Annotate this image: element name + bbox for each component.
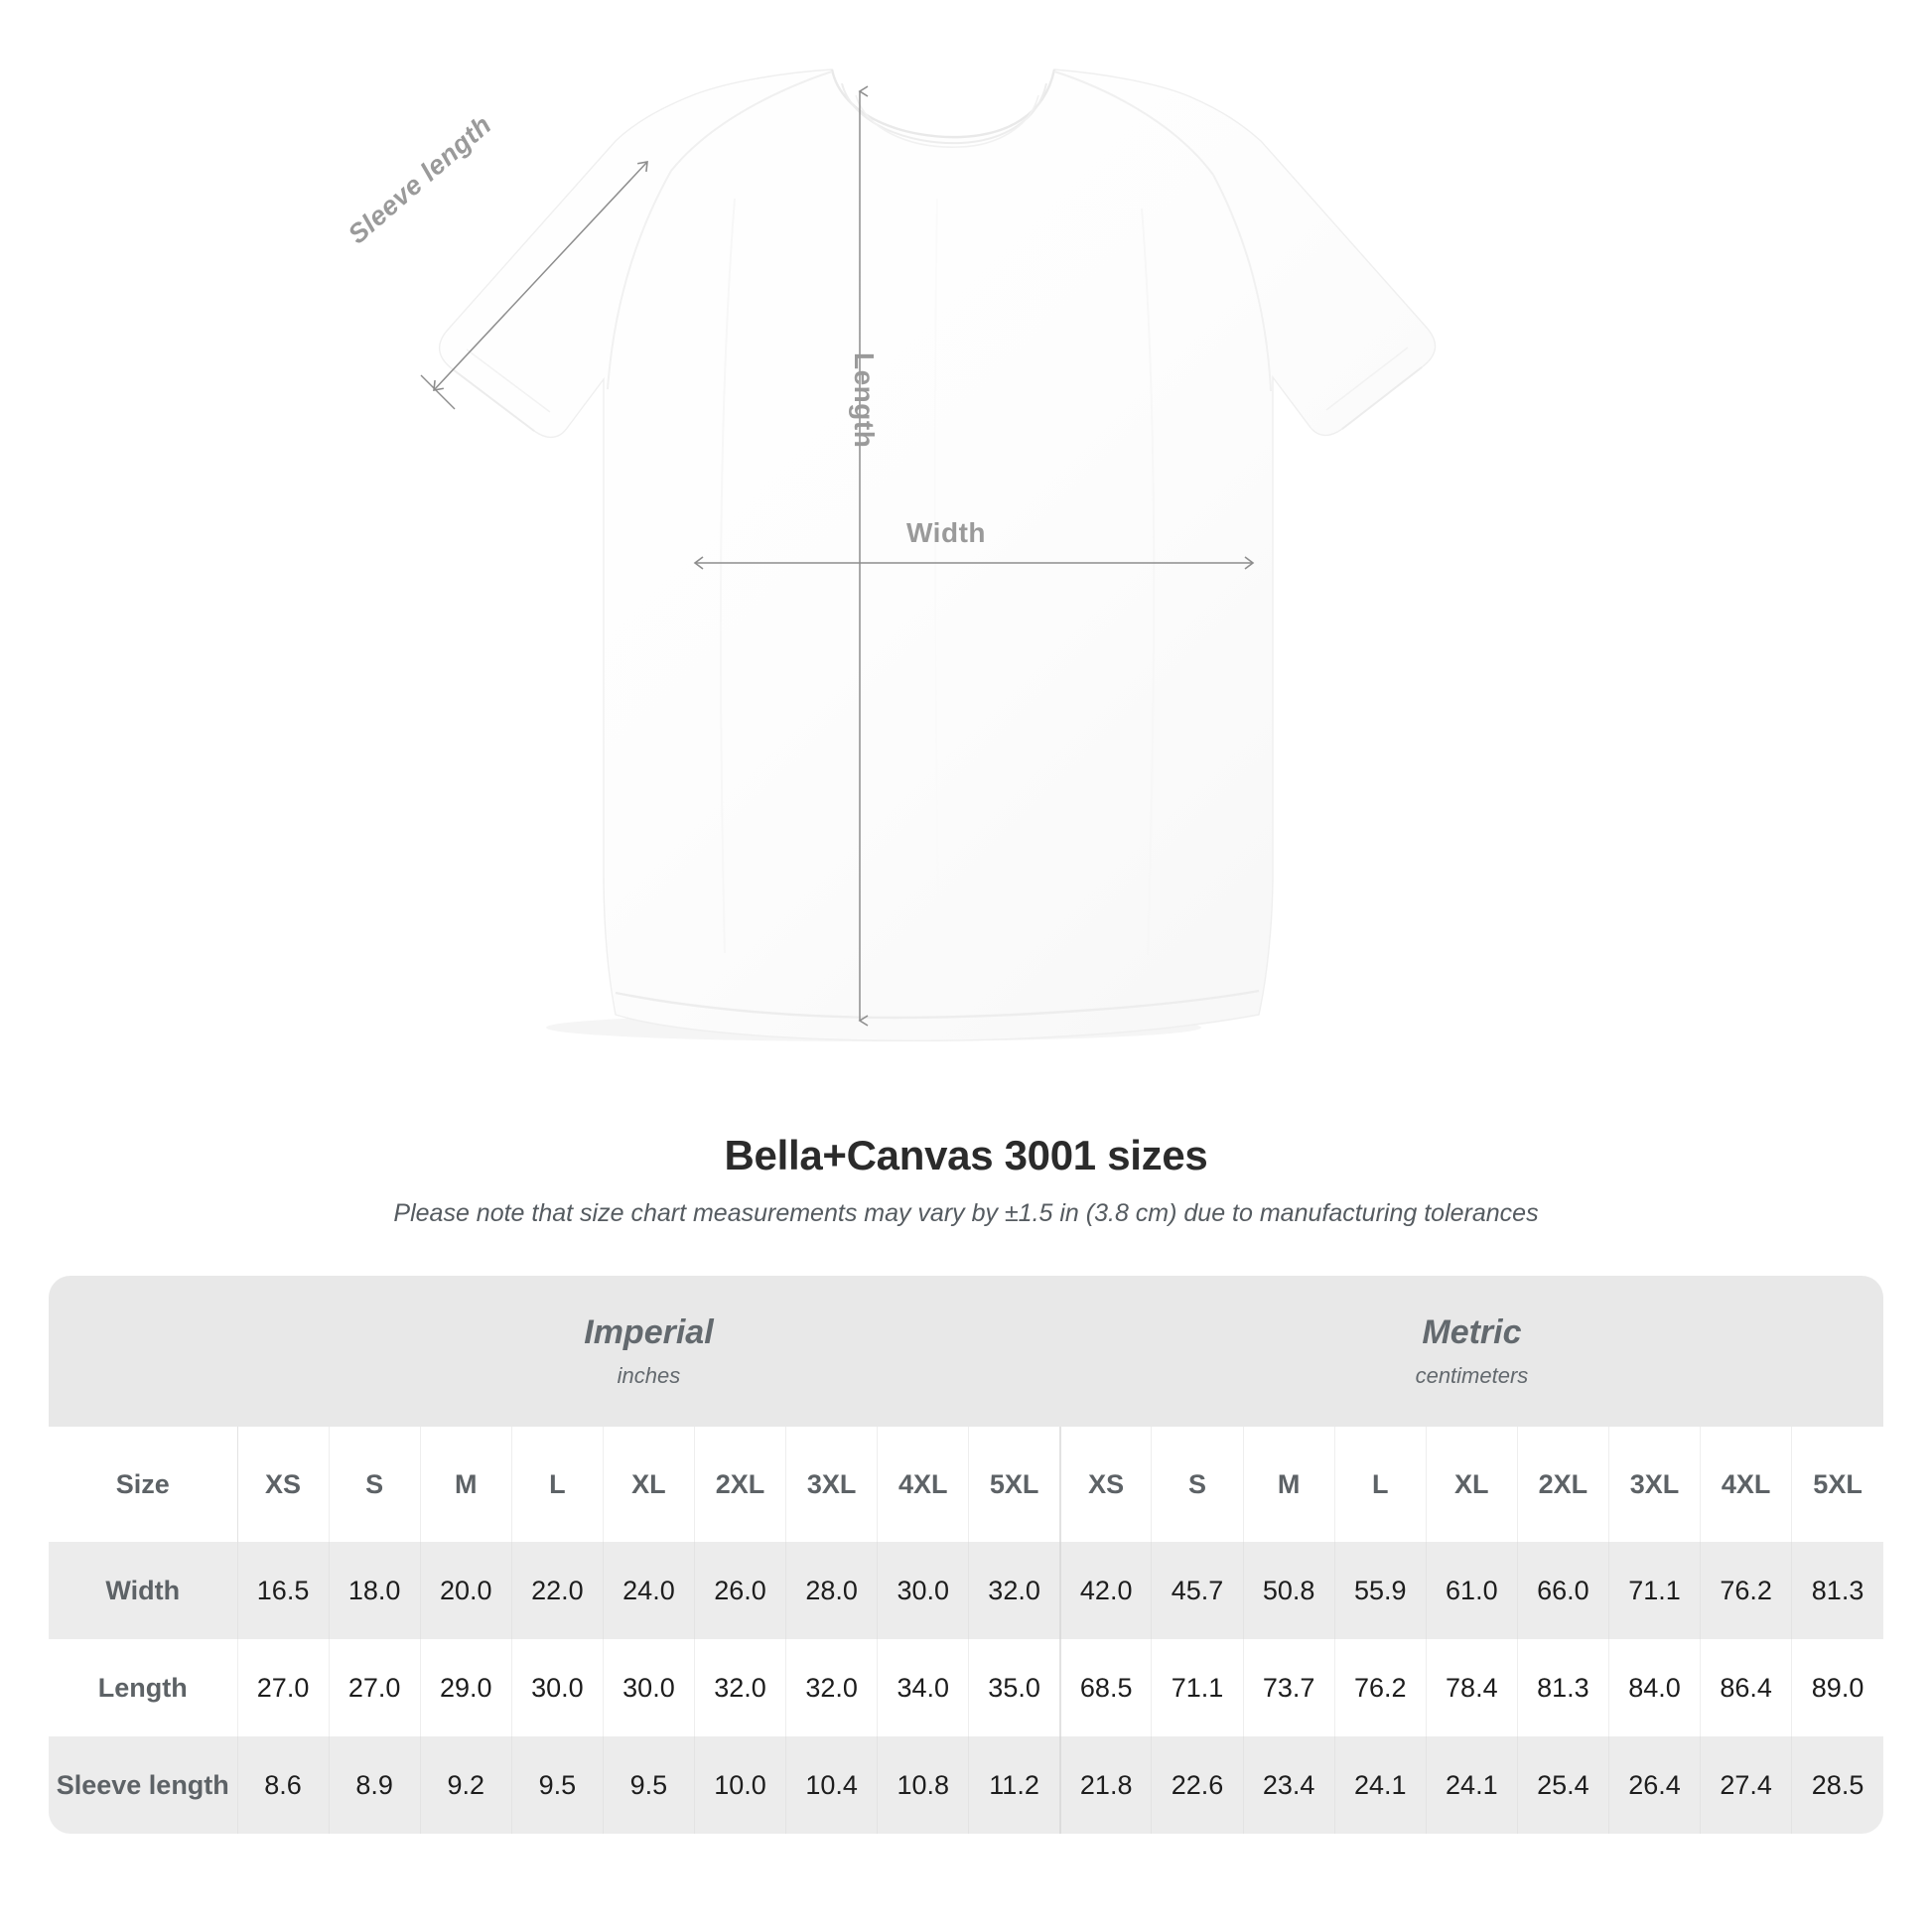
measurement-cell: 32.0 [968,1542,1061,1639]
measurement-cell: 32.0 [785,1639,879,1736]
page-subtitle: Please note that size chart measurements… [393,1199,1539,1227]
table-row: Length 27.0 27.0 29.0 30.0 30.0 32.0 32.0 34.0 35… [49,1639,1883,1736]
size-column-header: 4XL [877,1427,970,1542]
measurement-row-label: Width [49,1542,238,1639]
measurement-cell: 29.0 [420,1639,512,1736]
size-column-header: XS [237,1427,330,1542]
tshirt-diagram: Sleeve length Length Width [343,69,1437,1041]
size-column-header: S [1151,1427,1244,1542]
unit-system-header: Metric centimeters [1059,1276,1883,1427]
measurement-cell: 8.6 [237,1736,330,1834]
measurement-cell: 9.2 [420,1736,512,1834]
measurement-row-label: Length [49,1639,238,1736]
measurement-cell: 68.5 [1058,1639,1153,1736]
measurement-cell: 18.0 [329,1542,421,1639]
width-label: Width [906,517,986,548]
size-column-header: 4XL [1700,1427,1793,1542]
measurement-cell: 30.0 [603,1639,695,1736]
measurement-cell: 26.4 [1608,1736,1702,1834]
size-column-header: L [511,1427,604,1542]
measurement-cell: 34.0 [877,1639,970,1736]
measurement-cell: 24.0 [603,1542,695,1639]
size-column-header: XL [603,1427,695,1542]
measurement-cell: 27.4 [1700,1736,1793,1834]
size-column-header: 3XL [785,1427,879,1542]
measurement-cell: 16.5 [237,1542,330,1639]
unit-system-header-row: Imperial inches Metric centimeters [49,1276,1883,1427]
measurement-cell: 30.0 [877,1542,970,1639]
size-column-header: S [329,1427,421,1542]
measurement-cell: 24.1 [1426,1736,1518,1834]
measurement-cell: 25.4 [1517,1736,1609,1834]
measurement-cell: 28.5 [1791,1736,1883,1834]
size-column-header: M [1243,1427,1335,1542]
measurement-cell: 8.9 [329,1736,421,1834]
measurement-cell: 81.3 [1791,1542,1883,1639]
measurement-cell: 20.0 [420,1542,512,1639]
measurement-cell: 10.0 [694,1736,787,1834]
measurement-cell: 9.5 [511,1736,604,1834]
measurement-cell: 73.7 [1243,1639,1335,1736]
title-block: Bella+Canvas 3001 sizes Please note that… [0,1132,1932,1228]
measurement-cell: 35.0 [968,1639,1061,1736]
measurement-cell: 42.0 [1058,1542,1153,1639]
measurement-cell: 71.1 [1151,1639,1244,1736]
unit-system-unit: inches [617,1362,681,1388]
size-column-header: XL [1426,1427,1518,1542]
measurement-cell: 28.0 [785,1542,879,1639]
measurement-cell: 66.0 [1517,1542,1609,1639]
measurement-cell: 22.6 [1151,1736,1244,1834]
measurement-cell: 76.2 [1700,1542,1793,1639]
measurement-cell: 30.0 [511,1639,604,1736]
size-header-row: Size XS S M L XL 2XL 3XL 4XL 5XL XS S M L XL 2XL 3XL 4XL 5… [49,1427,1883,1542]
measurement-cell: 32.0 [694,1639,787,1736]
page-title: Bella+Canvas 3001 sizes [724,1132,1208,1178]
unit-system-name: Imperial [584,1313,714,1352]
measurement-cell: 84.0 [1608,1639,1702,1736]
size-column-header: M [420,1427,512,1542]
measurement-cell: 78.4 [1426,1639,1518,1736]
size-column-header: 2XL [1517,1427,1609,1542]
size-column-header: 3XL [1608,1427,1702,1542]
measurement-cell: 71.1 [1608,1542,1702,1639]
size-column-header: L [1334,1427,1427,1542]
measurement-cell: 24.1 [1334,1736,1427,1834]
table-row: Sleeve length 8.6 8.9 9.2 9.5 9.5 10.0 10.4 10.8… [49,1736,1883,1834]
size-column-header: XS [1058,1427,1153,1542]
measurement-cell: 10.4 [785,1736,879,1834]
measurement-cell: 9.5 [603,1736,695,1834]
measurement-cell: 26.0 [694,1542,787,1639]
size-column-header: 2XL [694,1427,787,1542]
size-header-label: Size [49,1427,238,1542]
measurement-cell: 10.8 [877,1736,970,1834]
measurement-cell: 61.0 [1426,1542,1518,1639]
table-row: Width 16.5 18.0 20.0 22.0 24.0 26.0 28.0 30.0 32.… [49,1542,1883,1639]
system-header-spacer [49,1276,238,1427]
unit-system-unit: centimeters [1415,1362,1529,1388]
measurement-cell: 89.0 [1791,1639,1883,1736]
measurement-cell: 11.2 [968,1736,1061,1834]
measurement-cell: 81.3 [1517,1639,1609,1736]
measurement-cell: 22.0 [511,1542,604,1639]
measurement-cell: 50.8 [1243,1542,1335,1639]
unit-system-name: Metric [1422,1313,1522,1352]
measurement-row-label: Sleeve length [49,1736,238,1834]
tshirt-body [439,69,1437,1041]
measurement-cell: 27.0 [237,1639,330,1736]
size-column-header: 5XL [1791,1427,1883,1542]
size-table: Imperial inches Metric centimeters Size XS S M L… [49,1276,1883,1834]
unit-system-header: Imperial inches [237,1276,1060,1427]
measurement-cell: 86.4 [1700,1639,1793,1736]
measurement-cell: 23.4 [1243,1736,1335,1834]
length-label: Length [849,352,880,449]
measurement-cell: 76.2 [1334,1639,1427,1736]
size-column-header: 5XL [968,1427,1061,1542]
measurement-cell: 21.8 [1058,1736,1153,1834]
measurement-cell: 45.7 [1151,1542,1244,1639]
measurement-cell: 27.0 [329,1639,421,1736]
measurement-cell: 55.9 [1334,1542,1427,1639]
size-table-container: Imperial inches Metric centimeters Size XS S M L… [49,1276,1883,1834]
